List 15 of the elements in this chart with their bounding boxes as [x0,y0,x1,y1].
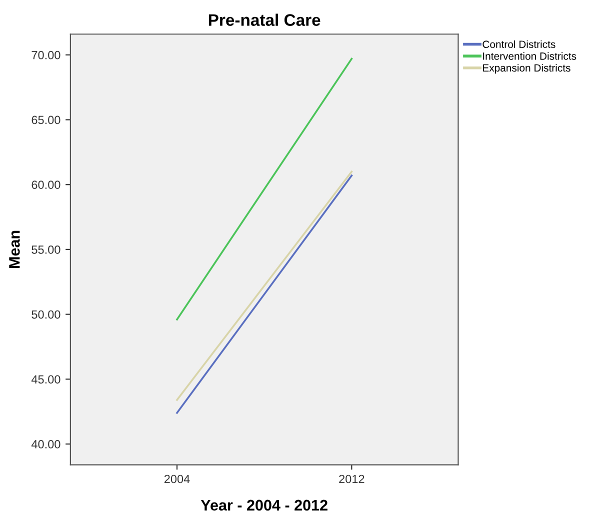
x-tick-label: 2004 [164,474,190,484]
chart-title: Pre-natal Care [208,14,320,26]
y-axis-title: Mean [9,230,20,268]
y-tick-label: 40.00 [31,440,60,448]
y-tick-label: 70.00 [32,50,60,60]
y-tick-label: 60.00 [32,180,60,189]
x-tick-label: 2012 [339,474,364,484]
legend-label: Intervention Districts [483,52,576,60]
legend-label: Expansion Districts [483,64,570,74]
x-axis-title: Year - 2004 - 2012 [200,500,328,511]
y-tick-label: 65.00 [32,116,60,124]
y-tick-label: 45.00 [31,375,60,384]
y-tick-label: 55.00 [32,245,60,254]
y-tick-label: 50.00 [32,310,60,319]
legend-label: Control Districts [482,40,556,48]
